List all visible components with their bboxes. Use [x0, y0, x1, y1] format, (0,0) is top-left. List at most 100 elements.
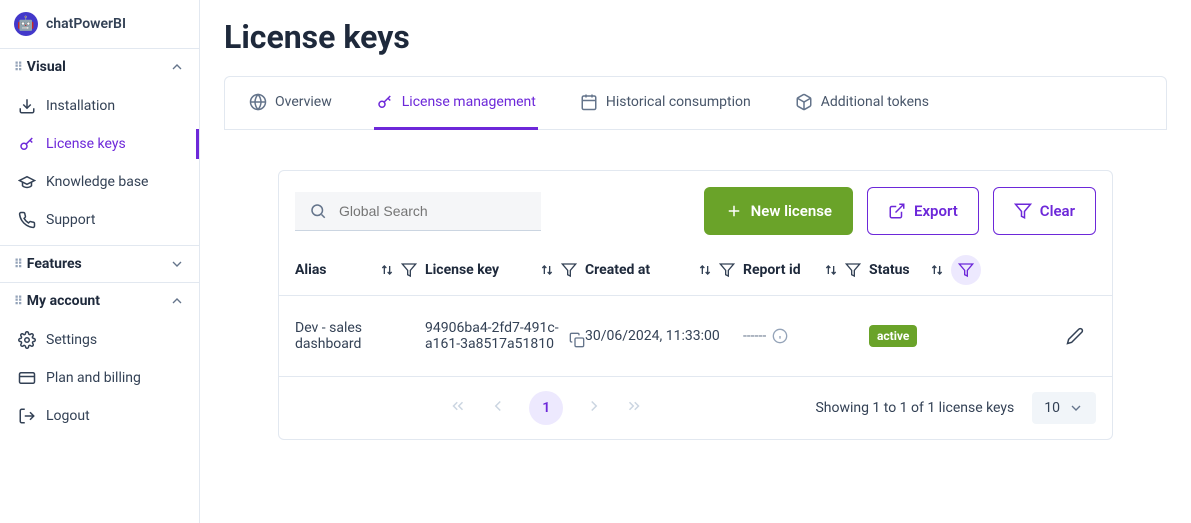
- tab-historical-consumption[interactable]: Historical consumption: [578, 77, 753, 130]
- brand: 🤖 chatPowerBI: [0, 0, 199, 48]
- sidebar-item-label: Knowledge base: [46, 174, 148, 190]
- tab-label: Historical consumption: [606, 94, 751, 110]
- sidebar-item-settings[interactable]: Settings: [0, 321, 199, 359]
- copy-icon: [569, 332, 585, 348]
- th-license-key: License key: [425, 262, 585, 278]
- copy-button[interactable]: [569, 332, 585, 352]
- sort-icon[interactable]: [539, 262, 555, 278]
- th-created-at: Created at: [585, 262, 743, 278]
- button-label: New license: [751, 202, 832, 220]
- status-badge: active: [869, 325, 917, 347]
- new-license-button[interactable]: New license: [704, 187, 853, 235]
- table-row: Dev - sales dashboard 94906ba4-2fd7-491c…: [279, 295, 1112, 376]
- sidebar-section-my-account[interactable]: ⠿My account: [0, 283, 199, 319]
- filter-icon[interactable]: [719, 262, 735, 278]
- sidebar-item-label: Support: [46, 212, 95, 228]
- pagination-summary: Showing 1 to 1 of 1 license keys: [815, 400, 1014, 416]
- sort-icon[interactable]: [697, 262, 713, 278]
- page-next[interactable]: [585, 397, 603, 419]
- main: License keys Overview License management…: [200, 0, 1191, 523]
- external-link-icon: [888, 202, 906, 220]
- sidebar-section-features[interactable]: ⠿Features: [0, 246, 199, 282]
- filter-icon: [1014, 202, 1032, 220]
- brand-logo: 🤖: [14, 12, 38, 36]
- th-status: Status: [869, 255, 989, 285]
- calendar-icon: [580, 93, 598, 111]
- edit-button[interactable]: [1057, 318, 1093, 354]
- sidebar-item-label: Plan and billing: [46, 370, 141, 386]
- key-icon: [18, 135, 36, 153]
- sidebar-item-label: License keys: [46, 136, 126, 152]
- sidebar-section-label: My account: [27, 293, 100, 309]
- chevron-right-icon: [585, 397, 603, 415]
- filter-active-chip[interactable]: [951, 255, 981, 285]
- globe-icon: [249, 93, 267, 111]
- th-label: Alias: [295, 262, 327, 278]
- sidebar-item-support[interactable]: Support: [0, 201, 199, 239]
- filter-icon[interactable]: [561, 262, 577, 278]
- cell-alias: Dev - sales dashboard: [295, 320, 425, 352]
- gear-icon: [18, 331, 36, 349]
- license-card: New license Export Clear Alias License: [278, 170, 1113, 440]
- page-last[interactable]: [625, 397, 643, 419]
- info-icon[interactable]: [772, 328, 788, 344]
- license-key-value: 94906ba4-2fd7-491c-a161-3a8517a51810: [425, 320, 563, 352]
- tab-additional-tokens[interactable]: Additional tokens: [793, 77, 931, 130]
- button-label: Export: [914, 202, 958, 220]
- filter-icon: [958, 262, 974, 278]
- tab-overview[interactable]: Overview: [247, 77, 334, 130]
- chevron-down-icon: [1068, 400, 1084, 416]
- search-icon: [309, 202, 327, 220]
- sort-icon[interactable]: [379, 262, 395, 278]
- chevron-up-icon: [169, 293, 185, 309]
- search-input[interactable]: [339, 203, 527, 219]
- sidebar-item-knowledge-base[interactable]: Knowledge base: [0, 163, 199, 201]
- sort-icon[interactable]: [929, 262, 945, 278]
- tab-label: Additional tokens: [821, 94, 929, 110]
- th-report-id: Report id: [743, 262, 869, 278]
- filter-icon[interactable]: [845, 262, 861, 278]
- chevron-up-icon: [169, 59, 185, 75]
- th-alias: Alias: [295, 262, 425, 278]
- page-title: License keys: [224, 0, 1167, 76]
- brand-name: chatPowerBI: [46, 16, 126, 32]
- key-icon: [376, 93, 394, 111]
- chevron-left-icon: [489, 397, 507, 415]
- card-icon: [18, 369, 36, 387]
- filter-icon[interactable]: [401, 262, 417, 278]
- page-size-select[interactable]: 10: [1032, 392, 1096, 424]
- tab-label: Overview: [275, 94, 332, 110]
- page-first[interactable]: [449, 397, 467, 419]
- sidebar-section-visual[interactable]: ⠿Visual: [0, 49, 199, 85]
- sidebar-section-label: Visual: [27, 59, 66, 75]
- sidebar: 🤖 chatPowerBI ⠿Visual Installation Licen…: [0, 0, 200, 523]
- sidebar-item-label: Settings: [46, 332, 97, 348]
- th-label: Created at: [585, 262, 650, 278]
- page-prev[interactable]: [489, 397, 507, 419]
- th-label: Report id: [743, 262, 801, 278]
- export-button[interactable]: Export: [867, 187, 979, 235]
- sidebar-item-license-keys[interactable]: License keys: [0, 125, 199, 163]
- logout-icon: [18, 407, 36, 425]
- cube-icon: [795, 93, 813, 111]
- button-label: Clear: [1040, 202, 1075, 220]
- tab-license-management[interactable]: License management: [374, 77, 538, 130]
- sidebar-item-logout[interactable]: Logout: [0, 397, 199, 435]
- plus-icon: [725, 202, 743, 220]
- pencil-icon: [1066, 327, 1084, 345]
- download-icon: [18, 97, 36, 115]
- toolbar: New license Export Clear: [279, 171, 1112, 249]
- table-header: Alias License key Created at: [279, 249, 1112, 295]
- sidebar-item-installation[interactable]: Installation: [0, 87, 199, 125]
- report-id-value: ------: [743, 328, 766, 344]
- page-number[interactable]: 1: [529, 391, 563, 425]
- th-label: License key: [425, 262, 499, 278]
- sidebar-item-label: Logout: [46, 408, 90, 424]
- sort-icon[interactable]: [823, 262, 839, 278]
- sidebar-item-plan-billing[interactable]: Plan and billing: [0, 359, 199, 397]
- graduation-icon: [18, 173, 36, 191]
- tabs: Overview License management Historical c…: [224, 76, 1167, 130]
- clear-button[interactable]: Clear: [993, 187, 1096, 235]
- chevrons-left-icon: [449, 397, 467, 415]
- global-search[interactable]: [295, 192, 541, 231]
